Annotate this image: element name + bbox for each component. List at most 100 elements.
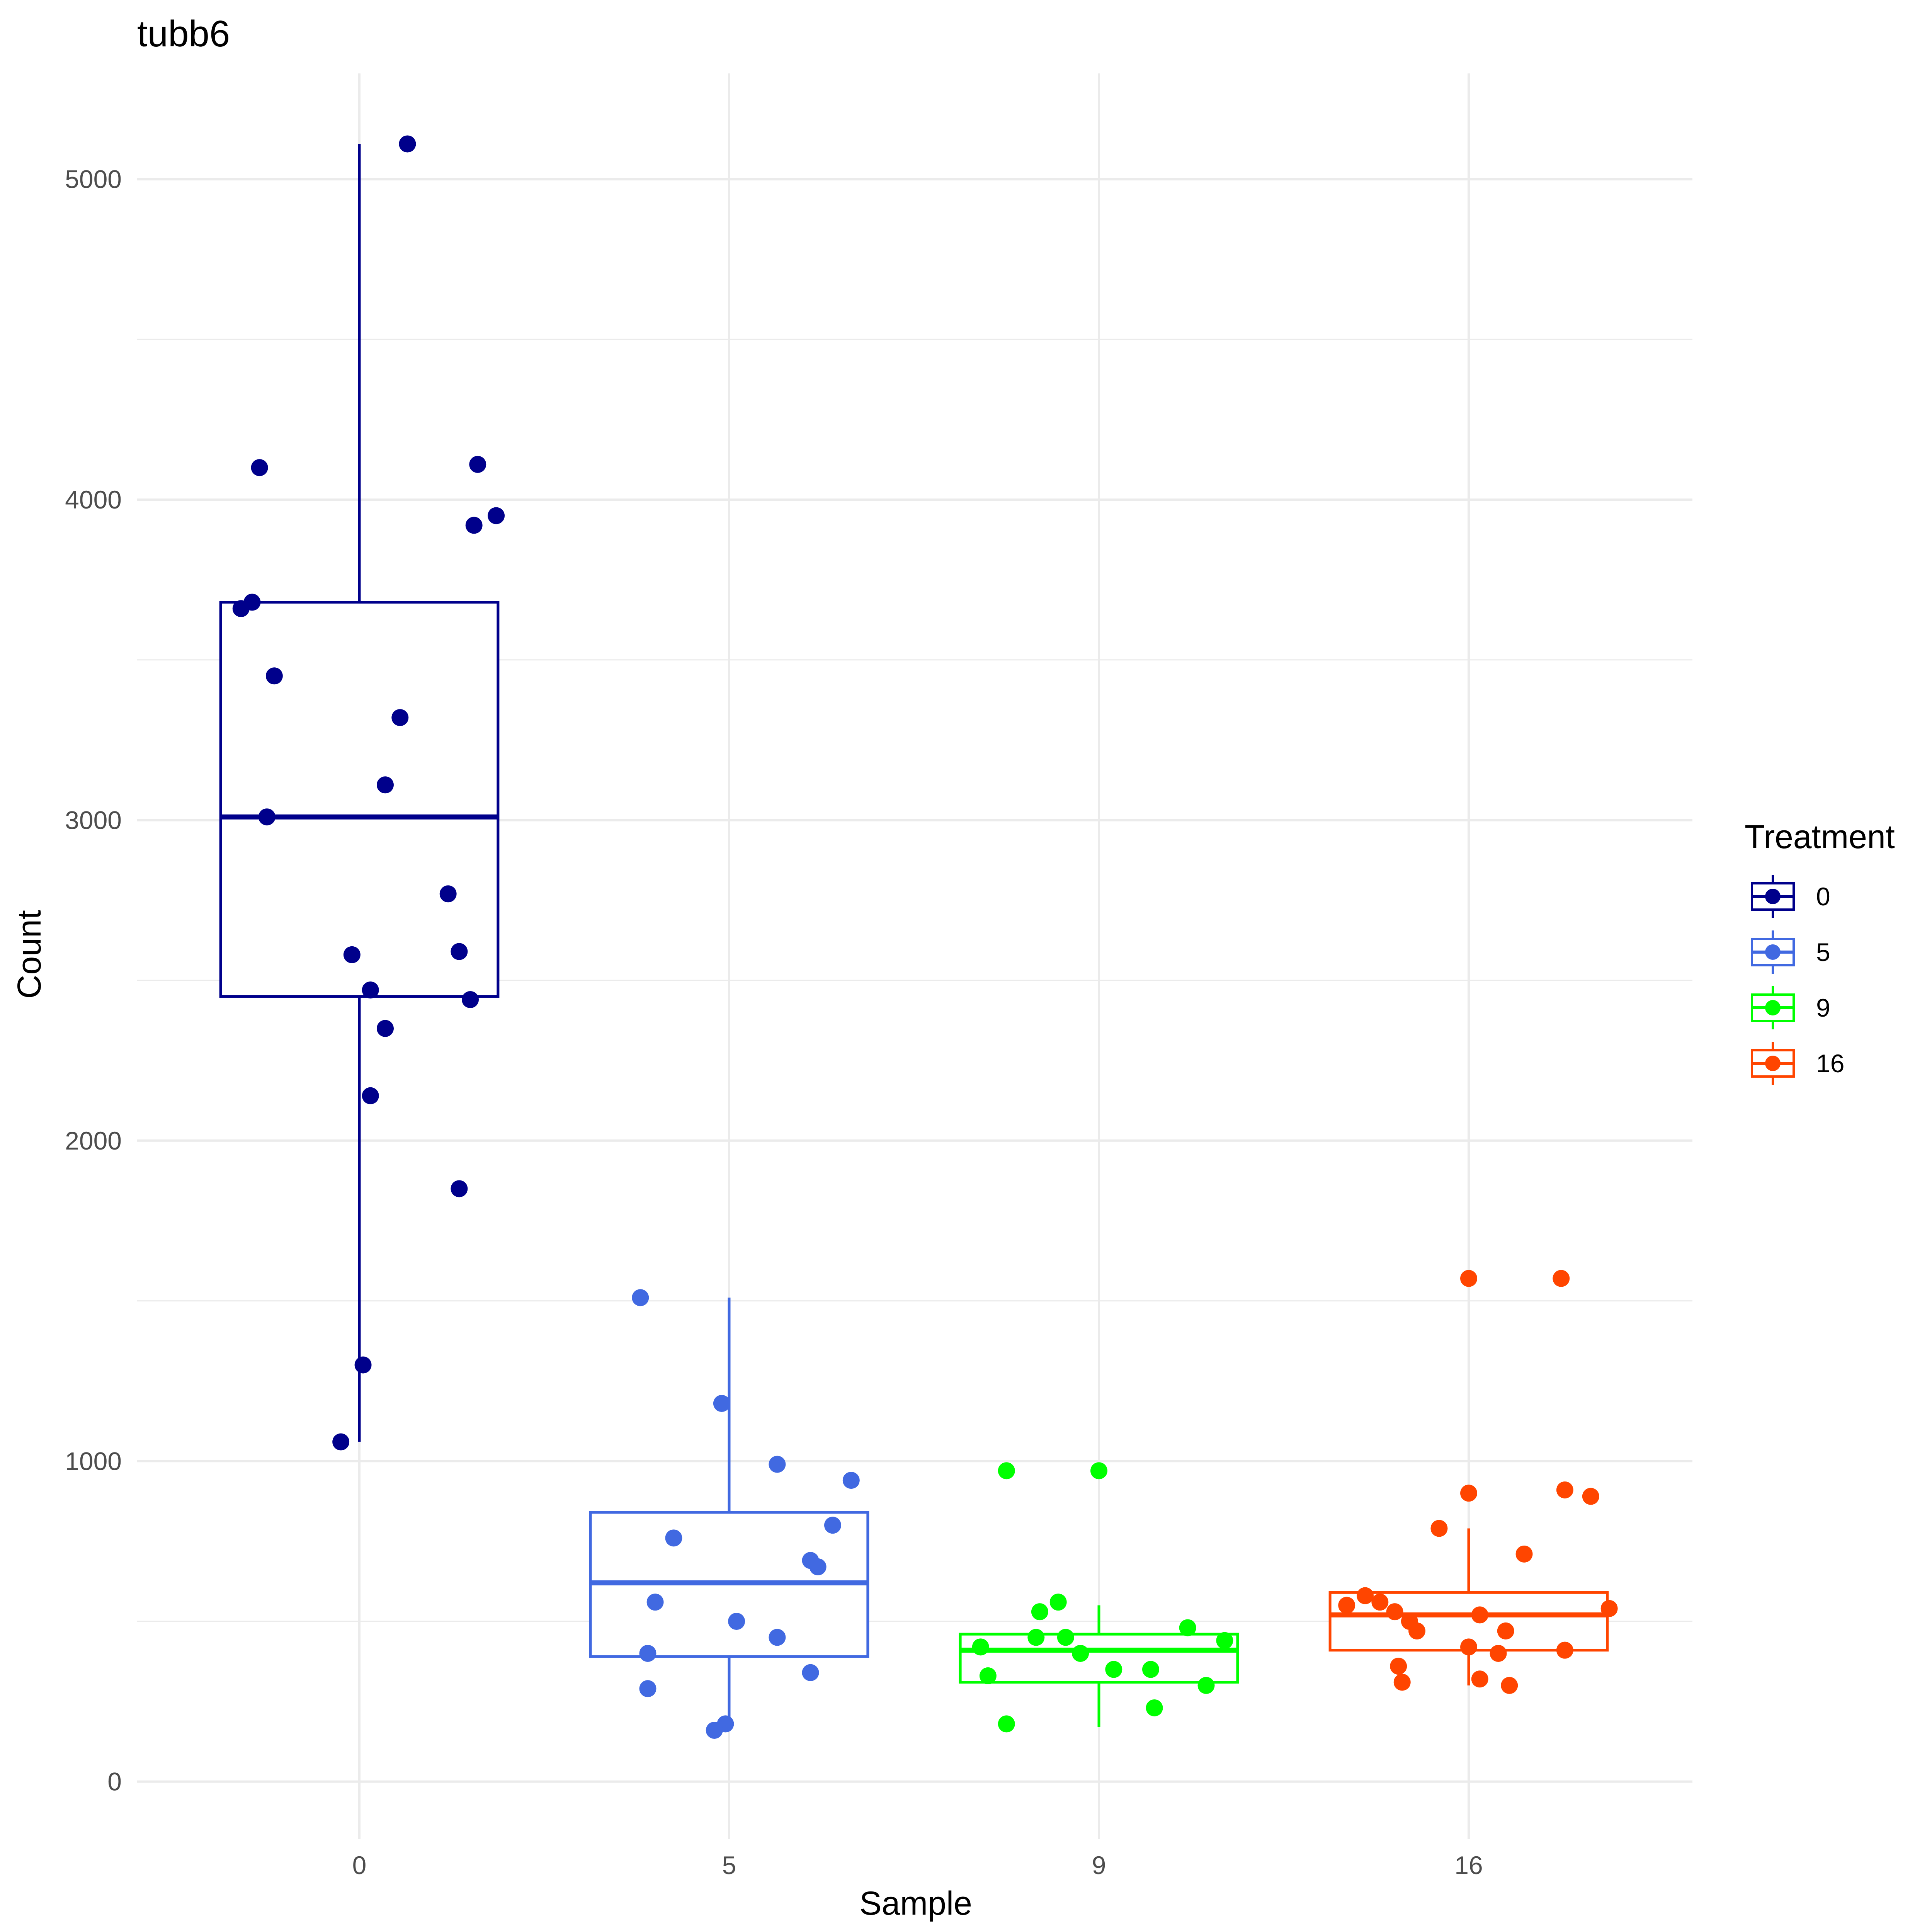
data-point (258, 808, 276, 826)
data-point (439, 885, 457, 903)
data-point (1057, 1629, 1074, 1646)
data-point (332, 1433, 350, 1451)
boxplot-5 (589, 1298, 869, 1731)
data-point (632, 1289, 649, 1306)
data-point (376, 776, 394, 794)
data-point (1027, 1629, 1045, 1646)
data-point (362, 981, 379, 999)
data-point (376, 1020, 394, 1037)
legend-label: 9 (1816, 993, 1830, 1022)
data-point (998, 1462, 1015, 1480)
data-point (998, 1715, 1015, 1733)
data-point (769, 1456, 786, 1473)
y-axis-title: Count (11, 910, 48, 999)
x-axis-ticks: 0 5 9 16 (352, 1851, 1483, 1879)
legend-key-9: 9 (1751, 986, 1830, 1029)
legend: Treatment 0 5 9 16 (1745, 818, 1895, 1085)
data-point (399, 135, 416, 153)
data-point (362, 1087, 379, 1104)
data-point (706, 1722, 723, 1739)
data-point (1142, 1661, 1159, 1678)
data-point (646, 1594, 664, 1611)
legend-key-16: 16 (1751, 1042, 1844, 1085)
data-point (1179, 1619, 1196, 1636)
data-point (451, 1180, 468, 1197)
data-point (809, 1558, 827, 1576)
legend-key-5: 5 (1751, 930, 1830, 974)
legend-point (1765, 889, 1781, 904)
data-point (802, 1664, 819, 1681)
data-point (1146, 1699, 1163, 1716)
jitter-points (232, 135, 1618, 1739)
data-point (1430, 1520, 1448, 1537)
data-point (1371, 1594, 1389, 1611)
boxplot-9 (959, 1605, 1239, 1727)
data-point (469, 456, 486, 473)
data-point (1197, 1677, 1215, 1694)
data-point (1553, 1270, 1570, 1287)
x-tick-label: 16 (1454, 1851, 1483, 1879)
legend-title: Treatment (1745, 818, 1895, 855)
box-iqr (219, 601, 500, 998)
data-point (465, 517, 483, 534)
data-point (265, 667, 283, 685)
data-point (1216, 1632, 1233, 1649)
data-point (243, 594, 261, 611)
data-point (713, 1395, 730, 1412)
data-point (1460, 1485, 1477, 1502)
data-point (1471, 1606, 1488, 1624)
data-point (1393, 1673, 1411, 1691)
data-point (1072, 1645, 1089, 1662)
legend-label: 0 (1816, 882, 1830, 911)
data-point (462, 991, 479, 1008)
data-point (354, 1356, 372, 1374)
data-point (391, 709, 409, 726)
chart-title: tubb6 (137, 13, 230, 54)
legend-label: 5 (1816, 938, 1830, 966)
data-point (1338, 1597, 1355, 1614)
data-point (1515, 1545, 1533, 1563)
data-point (1556, 1481, 1573, 1498)
y-tick-label: 4000 (65, 485, 122, 514)
legend-point (1765, 944, 1781, 960)
data-point (972, 1638, 989, 1656)
data-point (824, 1517, 841, 1534)
data-point (451, 943, 468, 960)
y-tick-label: 3000 (65, 806, 122, 835)
x-axis-title: Sample (859, 1885, 972, 1922)
y-tick-label: 2000 (65, 1126, 122, 1155)
y-tick-label: 5000 (65, 165, 122, 194)
data-point (1582, 1488, 1599, 1505)
x-tick-label: 5 (722, 1851, 736, 1879)
y-tick-label: 0 (107, 1767, 122, 1796)
x-tick-label: 9 (1092, 1851, 1106, 1879)
data-point (1497, 1622, 1514, 1639)
data-point (665, 1529, 682, 1547)
data-point (1471, 1670, 1488, 1688)
data-point (1408, 1622, 1426, 1639)
legend-point (1765, 1056, 1781, 1071)
data-point (639, 1680, 656, 1697)
data-point (1390, 1658, 1407, 1675)
data-point (1460, 1270, 1477, 1287)
data-point (1386, 1603, 1403, 1621)
data-point (251, 459, 268, 476)
data-point (1031, 1603, 1048, 1621)
boxplots (219, 144, 1609, 1731)
data-point (728, 1613, 745, 1630)
data-point (1460, 1638, 1477, 1656)
y-axis-ticks: 0 1000 2000 3000 4000 5000 (65, 165, 122, 1796)
data-point (1556, 1641, 1573, 1659)
y-tick-label: 1000 (65, 1447, 122, 1475)
data-point (488, 507, 505, 524)
data-point (1490, 1645, 1507, 1662)
legend-point (1765, 1000, 1781, 1015)
legend-label: 16 (1816, 1049, 1844, 1078)
data-point (769, 1629, 786, 1646)
data-point (1600, 1600, 1618, 1617)
x-tick-label: 0 (352, 1851, 367, 1879)
box-iqr (959, 1633, 1239, 1684)
data-point (1090, 1462, 1107, 1480)
data-point (343, 946, 361, 963)
